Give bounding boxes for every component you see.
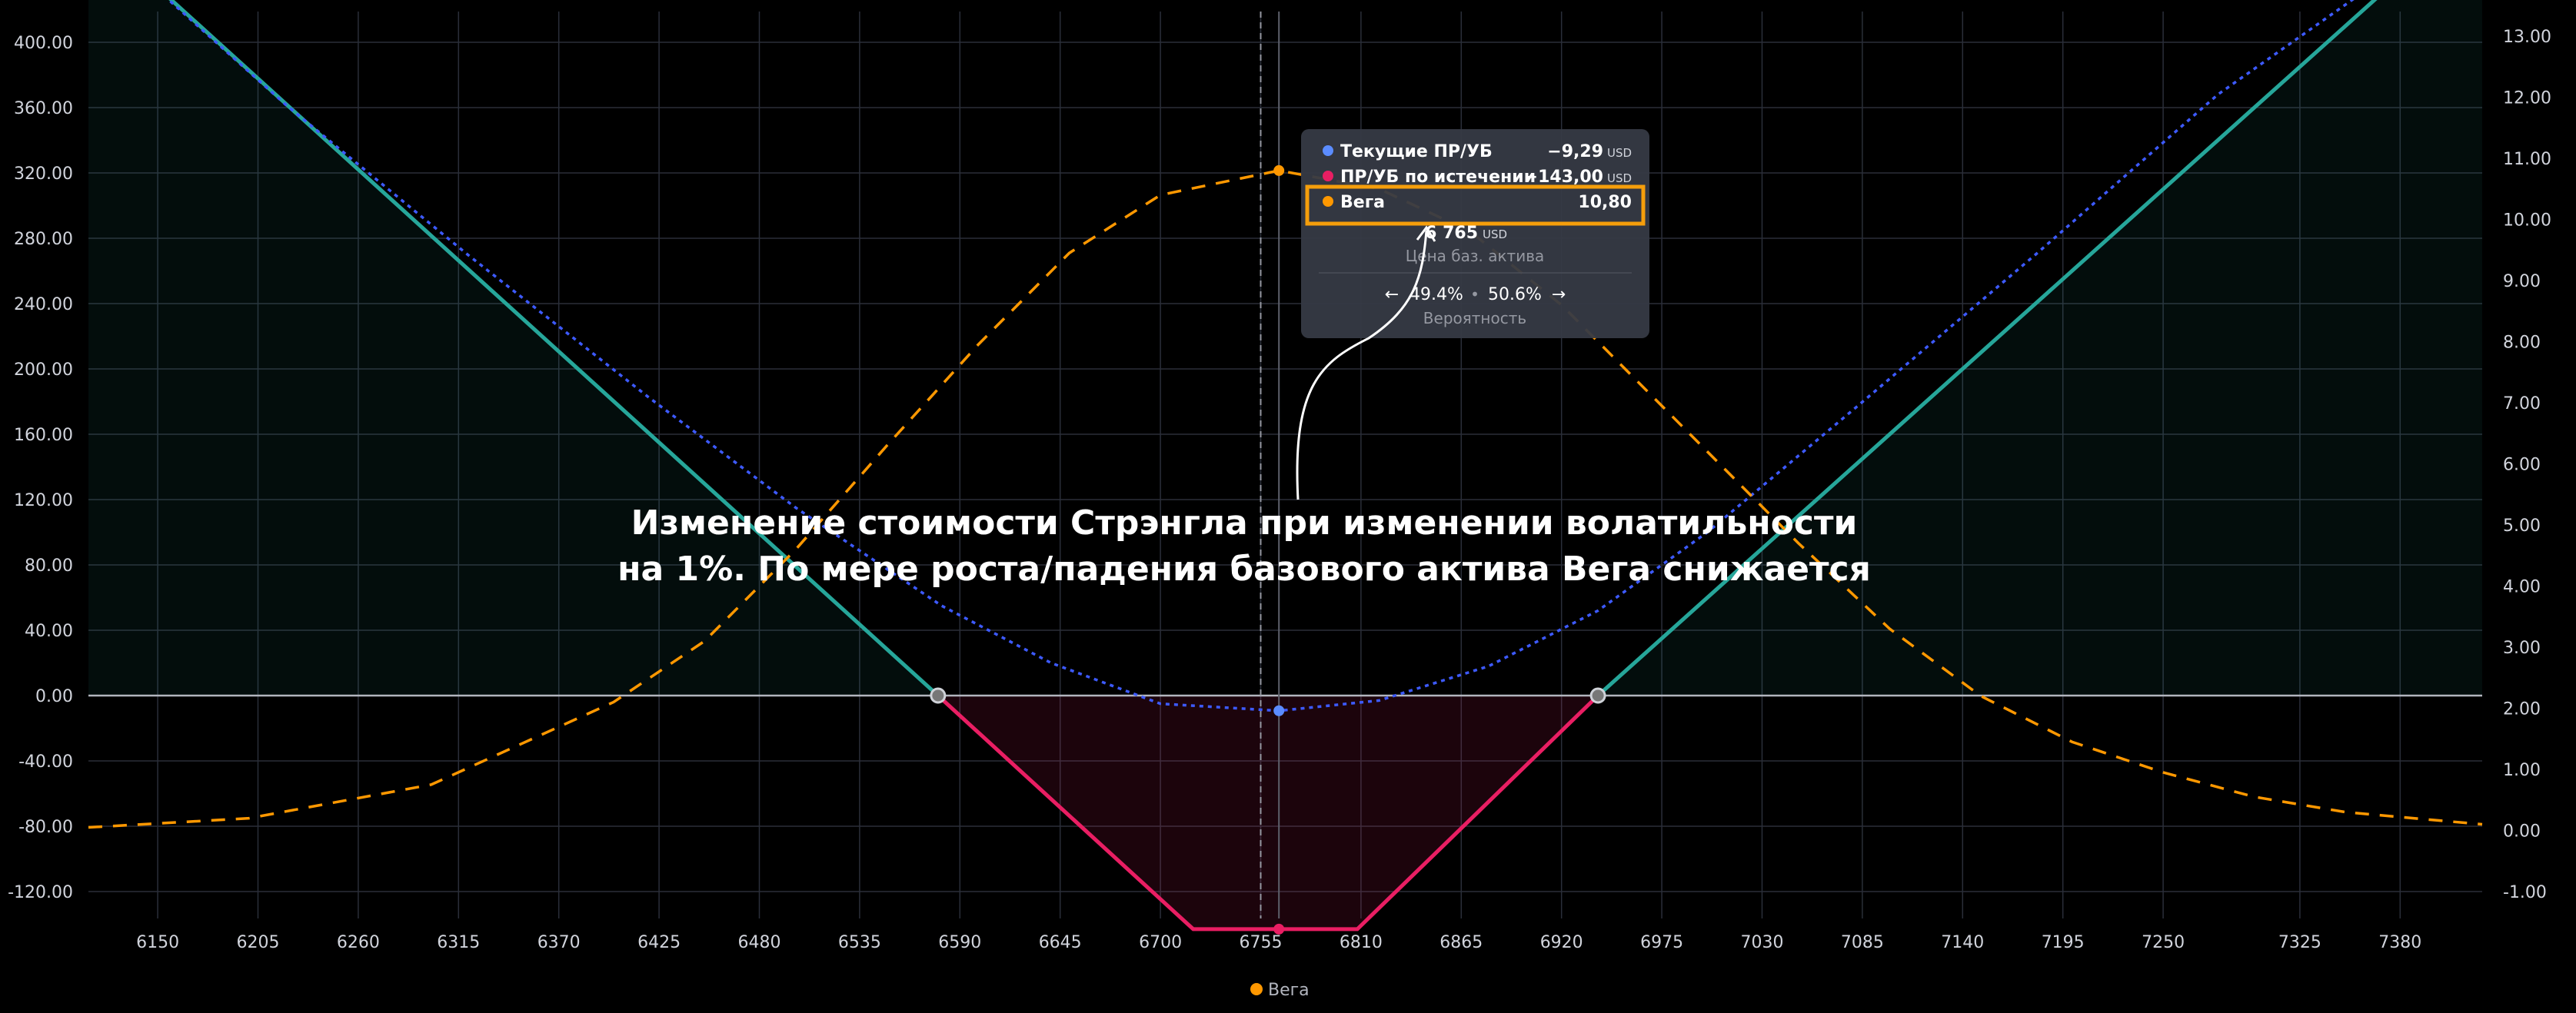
- x-axis-tick-label: 7140: [1941, 933, 1984, 952]
- right-axis-tick-label: 3.00: [2503, 639, 2541, 658]
- right-axis-tick-label: 13.00: [2503, 28, 2551, 47]
- x-axis-tick-label: 6150: [136, 933, 179, 952]
- tooltip-row-unit: USD: [1607, 146, 1632, 160]
- left-axis-tick-label: 320.00: [14, 164, 73, 184]
- right-axis-tick-label: -1.00: [2503, 883, 2547, 902]
- left-axis-tick-label: 400.00: [14, 34, 73, 53]
- x-axis-tick-label: 6480: [737, 933, 780, 952]
- tooltip-row-expiry-pl: ПР/УБ по истечении −143,00 USD: [1323, 168, 1632, 187]
- x-axis: 6150 6205 6260 6315 6370 6425 6480 6535 6590 6645…: [136, 933, 2421, 952]
- right-axis-tick-label: 10.00: [2503, 211, 2551, 231]
- right-axis-tick-label: 9.00: [2503, 272, 2541, 291]
- left-axis-tick-label: 200.00: [14, 360, 73, 380]
- current-pl-dot-icon: [1323, 145, 1333, 156]
- x-axis-tick-label: 6205: [236, 933, 279, 952]
- right-axis-tick-label: 6.00: [2503, 456, 2541, 475]
- left-axis-tick-label: 160.00: [14, 426, 73, 445]
- right-axis-tick-label: 8.00: [2503, 334, 2541, 353]
- tooltip-price-unit: USD: [1483, 228, 1507, 241]
- left-axis-tick-label: 40.00: [25, 622, 73, 641]
- tooltip-prob-left: 49.4%: [1409, 285, 1463, 304]
- x-axis-tick-label: 6810: [1340, 933, 1383, 952]
- profit-area-right: [1598, 0, 2482, 696]
- right-axis-tick-label: 1.00: [2503, 761, 2541, 780]
- left-axis-tick-label: 240.00: [14, 295, 73, 314]
- x-axis-tick-label: 7195: [2042, 933, 2085, 952]
- tooltip-row-value: 10,80: [1578, 193, 1632, 212]
- left-axis-tick-label: -120.00: [8, 883, 73, 902]
- right-axis-tick-label: 4.00: [2503, 578, 2541, 597]
- annotation-line-1: Изменение стоимости Стрэнгла при изменен…: [631, 503, 1858, 543]
- left-axis-tick-label: 120.00: [14, 491, 73, 510]
- left-axis-tick-label: 80.00: [25, 556, 73, 576]
- expiry-marker: [1273, 923, 1285, 935]
- arrow-left-icon: ←: [1385, 285, 1399, 304]
- tooltip-background: [1301, 129, 1649, 338]
- profit-area-left: [88, 0, 938, 696]
- current-marker: [1273, 705, 1285, 716]
- x-axis-tick-label: 7325: [2278, 933, 2321, 952]
- tooltip-row-value: −9,29: [1547, 142, 1603, 161]
- vega-highlight-box: [1305, 184, 1646, 226]
- expiry-pl-line-profit-right: [1596, 0, 2378, 697]
- loss-area: [937, 696, 1599, 929]
- left-axis-tick-label: -40.00: [18, 752, 73, 772]
- tooltip-prob-separator: •: [1470, 285, 1479, 304]
- annotation-line-2: на 1%. По мере роста/падения базового ак…: [617, 550, 1871, 589]
- x-axis-tick-label: 6535: [838, 933, 881, 952]
- x-axis-tick-label: 6315: [437, 933, 480, 952]
- legend-vega-dot-icon: [1250, 983, 1263, 995]
- x-axis-tick-label: 7380: [2378, 933, 2421, 952]
- left-y-axis: 480.00440.00400.00360.00320.00280.00240.…: [8, 34, 73, 902]
- x-axis-tick-label: 6260: [337, 933, 380, 952]
- x-axis-tick-label: 6425: [637, 933, 681, 952]
- tooltip-row-unit: USD: [1607, 171, 1632, 185]
- tooltip-price-caption: Цена баз. актива: [1406, 247, 1545, 265]
- x-axis-tick-label: 6370: [537, 933, 581, 952]
- right-axis-tick-label: 12.00: [2503, 89, 2551, 108]
- x-axis-tick-label: 7085: [1841, 933, 1884, 952]
- x-axis-tick-label: 6590: [938, 933, 981, 952]
- x-axis-tick-label: 6645: [1039, 933, 1082, 952]
- tooltip-row-vega: Вега 10,80: [1305, 184, 1646, 226]
- tooltip-row-label: Текущие ПР/УБ: [1340, 142, 1493, 161]
- tooltip: Текущие ПР/УБ −9,29 USD ПР/УБ по истечен…: [1301, 129, 1649, 338]
- tooltip-prob-right: 50.6%: [1488, 285, 1542, 304]
- left-axis-tick-label: 360.00: [14, 99, 73, 118]
- annotation-arrowhead-icon: [1416, 225, 1436, 242]
- right-axis-tick-label: 5.00: [2503, 516, 2541, 536]
- expiry-pl-dot-icon: [1323, 171, 1333, 181]
- right-axis-tick-label: 7.00: [2503, 394, 2541, 414]
- left-axis-tick-label: 0.00: [35, 687, 73, 706]
- legend-vega-label[interactable]: Вега: [1268, 981, 1310, 1000]
- x-axis-tick-label: 6755: [1239, 933, 1282, 952]
- x-axis-tick-label: 6975: [1640, 933, 1683, 952]
- x-axis-tick-label: 6700: [1139, 933, 1182, 952]
- markers: [930, 164, 1606, 935]
- left-axis-tick-label: 280.00: [14, 230, 73, 249]
- pl-area-fills: [88, 0, 2482, 929]
- right-y-axis: 13.00 12.00 11.00 10.00 9.00 8.00 7.00 6.00 5.00…: [2503, 28, 2551, 902]
- x-axis-tick-label: 7250: [2142, 933, 2185, 952]
- left-axis-tick-label: -80.00: [18, 818, 73, 837]
- tooltip-row-current-pl: Текущие ПР/УБ −9,29 USD: [1323, 142, 1632, 161]
- annotation-arrow: [1296, 230, 1428, 500]
- tooltip-row-value: −143,00: [1524, 168, 1603, 187]
- right-axis-tick-label: 2.00: [2503, 700, 2541, 719]
- tooltip-row-label: ПР/УБ по истечении: [1340, 168, 1536, 187]
- arrow-right-icon: →: [1552, 285, 1566, 304]
- breakeven-marker: [1589, 687, 1606, 704]
- x-axis-tick-label: 6920: [1540, 933, 1583, 952]
- tooltip-row-label: Вега: [1340, 193, 1385, 212]
- vega-dot-icon: [1323, 196, 1333, 207]
- tooltip-prob-caption: Вероятность: [1423, 309, 1526, 327]
- x-axis-tick-label: 6865: [1439, 933, 1483, 952]
- x-axis-tick-label: 7030: [1740, 933, 1783, 952]
- right-axis-tick-label: 0.00: [2503, 822, 2541, 842]
- vega-marker: [1273, 164, 1285, 176]
- right-axis-tick-label: 11.00: [2503, 150, 2551, 169]
- legend[interactable]: Вега: [1250, 981, 1310, 1000]
- breakeven-marker: [930, 687, 947, 704]
